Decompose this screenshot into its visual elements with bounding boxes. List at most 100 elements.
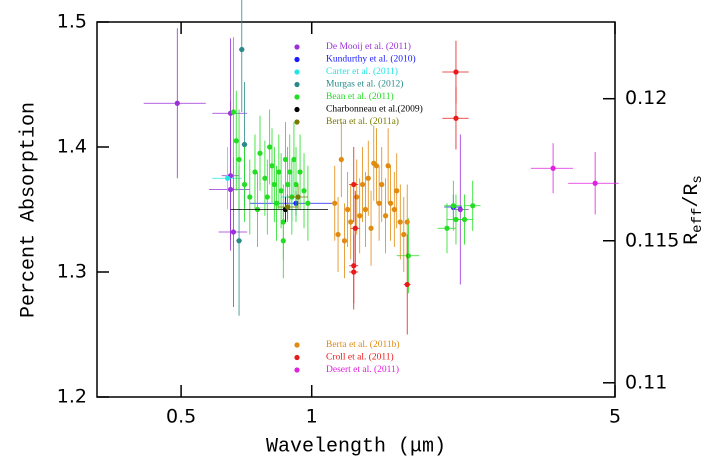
data-point bbox=[278, 188, 284, 194]
data-point bbox=[282, 156, 289, 163]
legend-label: Croll et al. (2011) bbox=[326, 352, 394, 363]
data-point bbox=[264, 194, 270, 200]
y-tick-label: 1.5 bbox=[57, 11, 87, 33]
legend-label: Berta et al. (2011b) bbox=[326, 339, 400, 350]
data-point bbox=[360, 181, 366, 188]
legend-marker bbox=[294, 354, 300, 361]
data-point bbox=[233, 138, 239, 144]
data-point bbox=[252, 169, 258, 175]
legend-label: Murgas et al. (2012) bbox=[326, 79, 403, 90]
data-point bbox=[404, 281, 410, 288]
y-tick-label: 1.3 bbox=[57, 261, 87, 283]
y2-title-part: eff bbox=[690, 208, 706, 233]
data-point bbox=[241, 141, 248, 148]
data-point bbox=[444, 225, 450, 231]
legend-marker bbox=[294, 106, 300, 113]
y-tick-label: 1.2 bbox=[57, 386, 87, 408]
data-point bbox=[269, 163, 275, 169]
data-point bbox=[262, 175, 268, 181]
data-point bbox=[236, 156, 242, 163]
legend-label: Charbonneau et al.(2009) bbox=[326, 104, 423, 115]
data-point bbox=[271, 181, 277, 188]
legend-label: Kundurthy et al. (2010) bbox=[326, 54, 416, 65]
data-point bbox=[335, 231, 341, 238]
data-point bbox=[373, 163, 380, 169]
data-point bbox=[305, 200, 311, 206]
data-point bbox=[388, 200, 394, 206]
data-point bbox=[550, 165, 556, 171]
y2-tick-label: 0.115 bbox=[625, 229, 679, 251]
data-point bbox=[405, 253, 411, 259]
legend-label: Carter et al. (2011) bbox=[326, 66, 398, 77]
data-point bbox=[239, 46, 245, 53]
legend-label: De Mooij et al. (2011) bbox=[326, 41, 411, 52]
data-point bbox=[338, 156, 344, 163]
data-point bbox=[332, 200, 338, 206]
legend-marker bbox=[294, 56, 300, 63]
data-point bbox=[267, 144, 273, 150]
y2-title-part: s bbox=[690, 175, 706, 183]
y2-title-part: /R bbox=[681, 184, 704, 208]
y2-tick-label: 0.11 bbox=[625, 371, 667, 393]
data-point bbox=[376, 200, 382, 206]
data-point bbox=[225, 175, 231, 181]
data-point bbox=[351, 269, 357, 275]
data-point bbox=[230, 109, 237, 115]
data-point bbox=[394, 188, 400, 194]
data-point bbox=[348, 219, 354, 225]
data-point bbox=[280, 238, 286, 244]
data-point bbox=[285, 204, 291, 210]
data-point bbox=[274, 200, 280, 206]
data-point bbox=[341, 238, 348, 244]
data-point bbox=[453, 115, 459, 121]
data-point bbox=[391, 206, 397, 213]
y2-axis-title: Reff/Rs bbox=[681, 175, 705, 245]
data-point bbox=[295, 194, 301, 200]
data-point bbox=[457, 206, 463, 213]
data-point bbox=[362, 206, 369, 213]
data-point bbox=[247, 194, 253, 200]
legend-marker bbox=[294, 367, 300, 373]
legend-label: Desert et al. (2011) bbox=[326, 364, 399, 375]
plot-frame bbox=[96, 21, 616, 398]
data-point bbox=[351, 181, 357, 188]
data-point bbox=[385, 163, 391, 169]
data-point bbox=[404, 219, 410, 225]
data-point bbox=[345, 206, 351, 213]
legend-label: Berta et al. (2011a) bbox=[326, 116, 399, 127]
data-point bbox=[379, 181, 385, 188]
x-tick-label: 1 bbox=[306, 406, 318, 428]
data-point bbox=[293, 181, 299, 188]
x-tick-label: 5 bbox=[609, 406, 621, 428]
legend-marker bbox=[294, 119, 300, 125]
data-point bbox=[301, 188, 307, 194]
data-point bbox=[382, 213, 389, 219]
data-point bbox=[397, 219, 403, 225]
data-point bbox=[401, 231, 407, 238]
legend-marker bbox=[294, 44, 300, 50]
data-point bbox=[368, 225, 374, 231]
legend-label: Bean et al. (2011) bbox=[326, 91, 394, 102]
data-point bbox=[287, 169, 293, 175]
legend-marker bbox=[294, 94, 300, 100]
y2-title-part: R bbox=[681, 233, 704, 245]
y2-tick-label: 0.12 bbox=[625, 87, 667, 109]
data-point bbox=[461, 216, 468, 223]
data-point bbox=[357, 213, 363, 219]
data-point bbox=[285, 181, 291, 188]
y-axis-title: Percent Absorption bbox=[17, 102, 40, 318]
y-tick-label: 1.4 bbox=[57, 136, 87, 158]
data-point bbox=[291, 156, 297, 163]
data-point bbox=[297, 169, 303, 175]
data-point bbox=[257, 150, 263, 156]
data-point bbox=[450, 203, 456, 209]
legend-marker bbox=[294, 342, 300, 348]
x-axis-title: Wavelength (μm) bbox=[266, 435, 446, 458]
data-point bbox=[470, 203, 476, 209]
data-point bbox=[276, 169, 282, 175]
data-point bbox=[241, 181, 248, 188]
legend-marker bbox=[294, 69, 300, 75]
data-point bbox=[365, 175, 371, 181]
